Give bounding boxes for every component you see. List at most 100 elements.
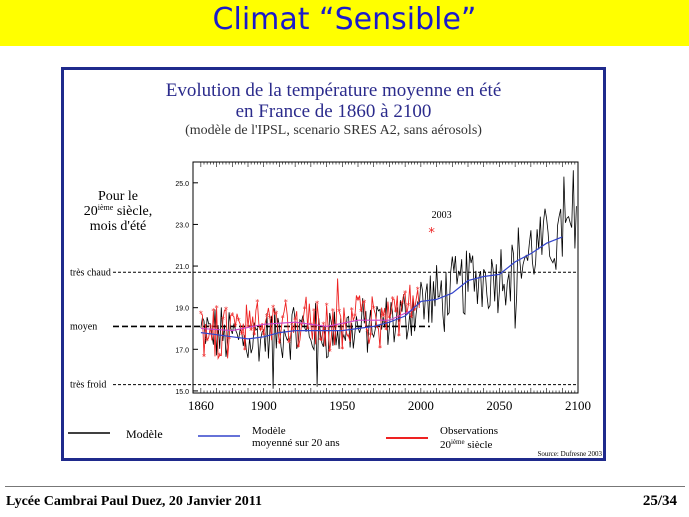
- observation-marker: *: [353, 312, 357, 321]
- model-mean-line: [200, 236, 563, 340]
- chart-source: Source: Dufresne 2003: [537, 450, 602, 458]
- footer-school-date: Lycée Cambrai Paul Duez, 20 Janvier 2011: [6, 494, 262, 509]
- observation-marker: *: [274, 309, 278, 318]
- observation-marker: *: [362, 298, 366, 307]
- observation-marker: *: [290, 321, 294, 330]
- observation-marker: *: [381, 312, 385, 321]
- observation-marker: *: [416, 286, 420, 295]
- observation-marker: *: [296, 343, 300, 352]
- side-label: Pour le: [98, 189, 138, 204]
- legend-obs-label: 20ième siècle: [440, 438, 493, 451]
- observation-marker: *: [391, 295, 395, 304]
- observation-marker: *: [208, 323, 212, 332]
- observation-marker: *: [227, 335, 231, 344]
- observation-marker: *: [299, 321, 303, 330]
- reference-label: moyen: [70, 321, 97, 332]
- observation-marker: *: [277, 340, 281, 349]
- x-tick-label: 1950: [329, 398, 355, 413]
- observation-marker: *: [306, 325, 310, 334]
- observation-marker: *: [315, 299, 319, 308]
- model-series-line: [200, 170, 577, 389]
- observation-marker: *: [262, 331, 266, 340]
- observation-marker: *: [284, 298, 288, 307]
- observation-marker: *: [356, 296, 360, 305]
- observation-marker: *: [268, 315, 272, 324]
- observation-marker: *: [281, 314, 285, 323]
- observation-marker: *: [397, 332, 401, 341]
- observation-marker: *: [375, 323, 379, 332]
- observation-marker: *: [406, 301, 410, 310]
- legend-mean-label: Modèle: [252, 425, 286, 437]
- observation-marker: *: [237, 316, 241, 325]
- observation-marker: *: [369, 331, 373, 340]
- x-tick-label: 2050: [486, 398, 512, 413]
- y-tick-label: 23.0: [175, 222, 189, 229]
- observation-marker: *: [230, 311, 234, 320]
- observation-marker: *: [340, 345, 344, 354]
- footer-divider: [5, 486, 685, 487]
- observation-marker: *: [265, 312, 269, 321]
- page-number: 25/34: [642, 493, 677, 509]
- observation-marker: *: [205, 336, 209, 345]
- chart-frame: Evolution de la température moyenne en é…: [61, 67, 606, 461]
- x-tick-label: 1900: [251, 398, 277, 413]
- observation-marker: *: [271, 303, 275, 312]
- observation-marker: *: [365, 328, 369, 337]
- observation-marker: *: [211, 307, 215, 316]
- observation-marker: *: [202, 352, 206, 361]
- observation-marker: *: [249, 326, 253, 335]
- observation-marker: *: [309, 321, 313, 330]
- observation-marker: *: [255, 298, 259, 307]
- y-tick-label: 21.0: [175, 264, 189, 271]
- observation-marker: *: [243, 346, 247, 355]
- observation-marker: *: [334, 323, 338, 332]
- title-bar: Climat “Sensible”: [0, 0, 689, 46]
- observation-marker: *: [347, 332, 351, 341]
- observation-marker: *: [321, 320, 325, 329]
- chart-title: Evolution de la température moyenne en é…: [165, 80, 502, 101]
- y-tick-label: 15.0: [175, 389, 189, 396]
- observation-marker: *: [221, 315, 225, 324]
- observation-marker: *: [372, 305, 376, 314]
- annotation-2003-marker: *: [428, 226, 435, 241]
- observation-marker: *: [359, 308, 363, 317]
- observation-marker: *: [343, 321, 347, 330]
- y-tick-label: 17.0: [175, 347, 189, 354]
- observations-series-line: [200, 278, 420, 361]
- observation-marker: *: [400, 299, 404, 308]
- observation-marker: *: [328, 347, 332, 356]
- x-tick-label: 1860: [188, 398, 214, 413]
- observation-marker: *: [233, 323, 237, 332]
- observation-marker: *: [331, 307, 335, 316]
- observation-marker: *: [287, 339, 291, 348]
- slide-title: Climat “Sensible”: [212, 2, 477, 37]
- observation-marker: *: [318, 336, 322, 345]
- observation-marker: *: [303, 305, 307, 314]
- observation-marker: *: [413, 307, 417, 316]
- observation-marker: *: [325, 302, 329, 311]
- observation-marker: *: [384, 326, 388, 335]
- x-tick-label: 2000: [408, 398, 434, 413]
- x-tick-label: 2100: [565, 398, 591, 413]
- observation-marker: *: [259, 326, 263, 335]
- chart-caption: (modèle de l'IPSL, scenario SRES A2, san…: [185, 123, 482, 138]
- observation-marker: *: [387, 314, 391, 323]
- y-tick-label: 19.0: [175, 306, 189, 313]
- observation-marker: *: [218, 351, 222, 360]
- observation-marker: *: [409, 314, 413, 323]
- observations-mean-line: [200, 309, 414, 332]
- reference-label: très chaud: [70, 267, 111, 278]
- observation-marker: *: [350, 306, 354, 315]
- legend-obs-label: Observations: [440, 425, 498, 437]
- observation-marker: *: [394, 308, 398, 317]
- chart-subtitle: en France de 1860 à 2100: [235, 101, 432, 122]
- observation-marker: *: [293, 316, 297, 325]
- observation-marker: *: [199, 310, 203, 319]
- side-label: 20ième siècle,: [84, 203, 152, 219]
- observation-marker: *: [378, 344, 382, 353]
- observation-marker: *: [337, 307, 341, 316]
- observation-marker: *: [215, 304, 219, 313]
- observation-marker: *: [224, 306, 228, 315]
- observation-marker: *: [252, 331, 256, 340]
